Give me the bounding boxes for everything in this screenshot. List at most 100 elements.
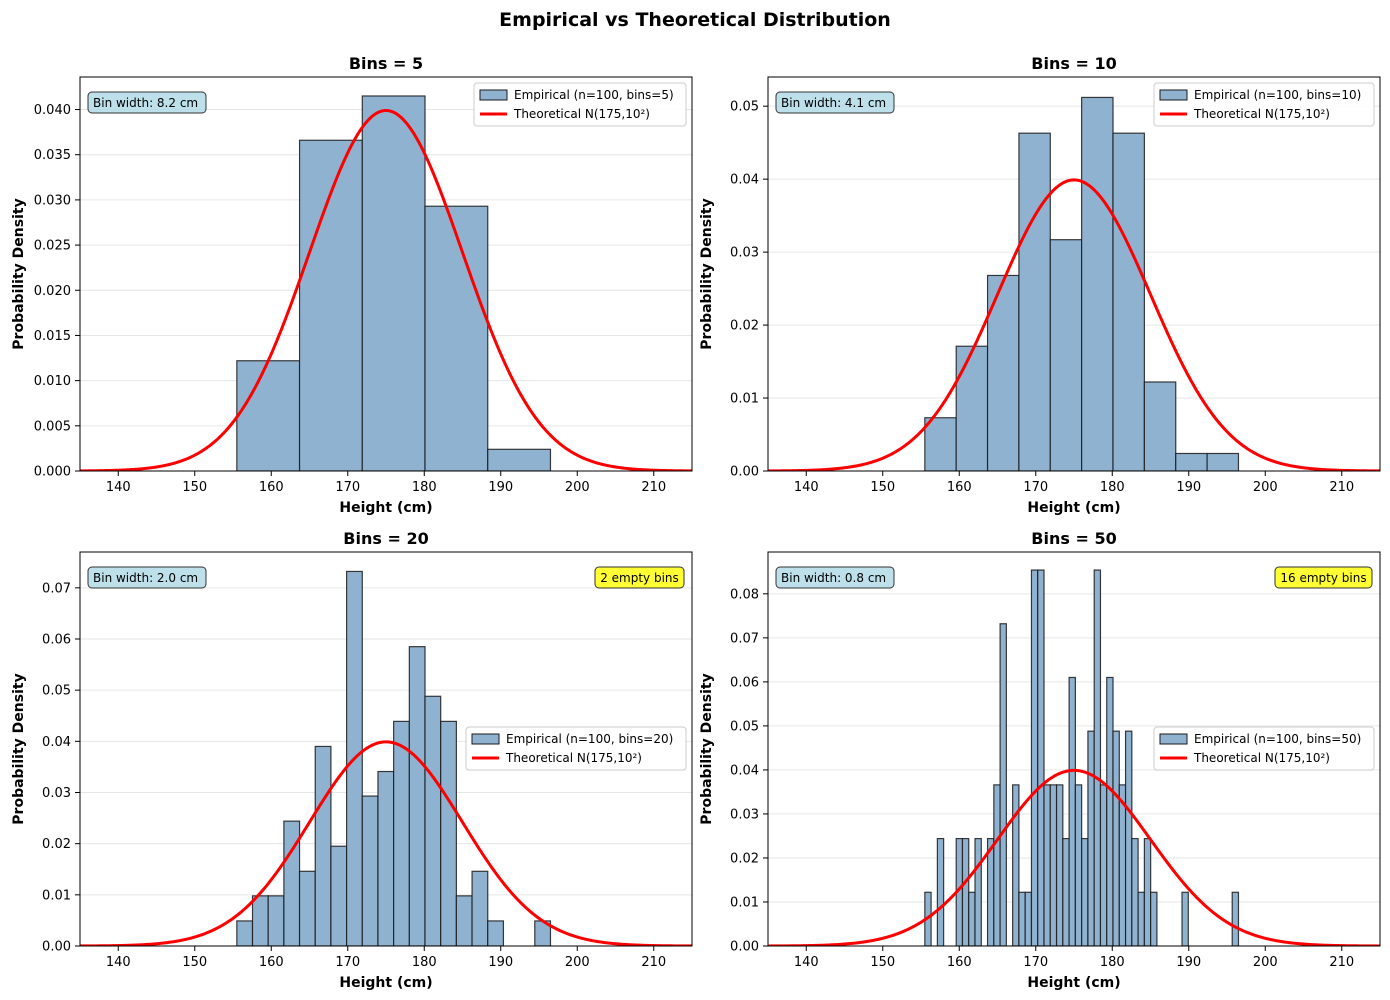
x-tick-label: 190 bbox=[1176, 955, 1201, 970]
subplot-title: Bins = 10 bbox=[1031, 54, 1116, 73]
x-tick-label: 140 bbox=[106, 955, 131, 970]
figure-title: Empirical vs Theoretical Distribution bbox=[499, 9, 891, 31]
histogram-bar bbox=[955, 345, 989, 471]
histogram-bar bbox=[487, 920, 505, 946]
histogram-bar bbox=[1112, 132, 1145, 471]
x-tick-label: 160 bbox=[947, 480, 972, 495]
x-tick-label: 170 bbox=[1023, 955, 1048, 970]
x-tick-label: 180 bbox=[1100, 480, 1125, 495]
x-tick-label: 180 bbox=[412, 955, 437, 970]
x-tick-label: 180 bbox=[412, 480, 437, 495]
x-tick-label: 200 bbox=[565, 955, 590, 970]
histogram-bar bbox=[361, 795, 379, 946]
x-tick-label: 140 bbox=[794, 955, 819, 970]
y-tick-label: 0.05 bbox=[730, 100, 759, 115]
x-tick-label: 190 bbox=[488, 480, 513, 495]
histogram-bar bbox=[408, 646, 426, 946]
bin-width-label: Bin width: 2.0 cm bbox=[93, 571, 198, 585]
y-tick-label: 0.040 bbox=[34, 103, 71, 118]
subplot-2: 140 150 160 170 180 190 200 210 0.00 0.01 0.02 0.03… bbox=[699, 54, 1381, 516]
histogram-bar bbox=[1024, 891, 1033, 946]
x-tick-label: 200 bbox=[1253, 955, 1278, 970]
x-tick-label: 170 bbox=[335, 955, 360, 970]
legend-curve-label: Theoretical N(175,10²) bbox=[1193, 107, 1330, 121]
histogram-bar bbox=[1124, 730, 1133, 946]
y-tick-label: 0.01 bbox=[730, 392, 759, 407]
legend-histogram-label: Empirical (n=100, bins=10) bbox=[1194, 88, 1361, 102]
histogram-bar bbox=[424, 695, 442, 946]
histogram-bar bbox=[314, 745, 332, 946]
histogram-bar bbox=[1231, 891, 1240, 946]
histogram-bar bbox=[1087, 730, 1095, 946]
y-axis-label: Probability Density bbox=[11, 198, 27, 349]
histogram-bar bbox=[1068, 676, 1076, 946]
y-tick-label: 0.035 bbox=[34, 148, 71, 163]
empty-bins-box bbox=[1274, 566, 1373, 589]
legend-histogram-swatch bbox=[1159, 89, 1188, 101]
x-tick-label: 150 bbox=[182, 480, 207, 495]
legend: Empirical (n=100, bins=50) Theoretical N(… bbox=[1153, 726, 1375, 771]
y-tick-label: 0.05 bbox=[42, 684, 71, 699]
subplot-4: 140 150 160 170 180 190 200 210 0.00 0.01 0.02 0.03… bbox=[699, 529, 1381, 991]
legend-frame bbox=[1153, 82, 1375, 127]
legend-histogram-label: Empirical (n=100, bins=20) bbox=[506, 732, 673, 746]
legend-histogram-label: Empirical (n=100, bins=50) bbox=[1194, 732, 1361, 746]
y-tick-label: 0.07 bbox=[730, 631, 759, 646]
histogram-bar bbox=[1150, 891, 1158, 946]
histogram-bar bbox=[1049, 239, 1083, 471]
histogram-bar bbox=[986, 837, 995, 946]
bin-width-label: Bin width: 4.1 cm bbox=[781, 96, 886, 110]
histogram-bar bbox=[1131, 837, 1139, 946]
histogram-bar bbox=[974, 837, 982, 946]
histogram-bar bbox=[1074, 784, 1083, 946]
y-tick-label: 0.07 bbox=[42, 581, 71, 596]
histogram-bar bbox=[1118, 784, 1127, 946]
histogram-bar bbox=[1055, 784, 1064, 946]
y-tick-label: 0.01 bbox=[730, 895, 759, 910]
legend: Empirical (n=100, bins=20) Theoretical N(… bbox=[465, 726, 687, 771]
legend-histogram-swatch bbox=[479, 89, 508, 101]
bin-width-box bbox=[775, 91, 895, 114]
y-tick-label: 0.06 bbox=[42, 632, 71, 647]
bin-width-box bbox=[87, 566, 207, 589]
x-tick-label: 190 bbox=[1176, 480, 1201, 495]
y-tick-label: 0.025 bbox=[34, 239, 71, 254]
y-tick-label: 0.02 bbox=[730, 851, 759, 866]
histogram-bar bbox=[1049, 784, 1058, 946]
x-tick-label: 210 bbox=[641, 955, 666, 970]
y-tick-label: 0.02 bbox=[730, 319, 759, 334]
histogram-bar bbox=[1143, 381, 1177, 471]
histogram-bar bbox=[993, 784, 1001, 946]
legend-histogram-label: Empirical (n=100, bins=5) bbox=[514, 88, 674, 102]
x-tick-label: 160 bbox=[947, 955, 972, 970]
subplot-title: Bins = 20 bbox=[343, 529, 428, 548]
subplot-grid: 140 150 160 170 180 190 200 210 0.000 0.005 0.010 0… bbox=[11, 54, 1381, 991]
y-tick-label: 0.005 bbox=[34, 419, 71, 434]
x-tick-label: 210 bbox=[641, 480, 666, 495]
legend-curve-label: Theoretical N(175,10²) bbox=[513, 107, 650, 121]
x-tick-label: 160 bbox=[259, 955, 284, 970]
legend: Empirical (n=100, bins=10) Theoretical N(… bbox=[1153, 82, 1375, 127]
x-tick-label: 190 bbox=[488, 955, 513, 970]
legend-frame bbox=[465, 726, 687, 771]
x-tick-label: 150 bbox=[870, 480, 895, 495]
x-tick-label: 160 bbox=[259, 480, 284, 495]
x-axis-label: Height (cm) bbox=[1027, 500, 1120, 516]
histogram-bar bbox=[961, 837, 970, 946]
histogram-bar bbox=[1106, 676, 1114, 946]
x-tick-label: 170 bbox=[335, 480, 360, 495]
x-axis-label: Height (cm) bbox=[1027, 975, 1120, 991]
legend: Empirical (n=100, bins=5) Theoretical N(1… bbox=[473, 82, 687, 127]
subplot-title: Bins = 50 bbox=[1031, 529, 1116, 548]
histogram-bar bbox=[251, 895, 269, 946]
x-tick-label: 140 bbox=[106, 480, 131, 495]
histogram-bar bbox=[236, 920, 254, 946]
histogram-bar bbox=[1081, 837, 1089, 946]
y-tick-label: 0.04 bbox=[42, 735, 71, 750]
y-tick-label: 0.02 bbox=[42, 837, 71, 852]
histogram-bars bbox=[236, 95, 552, 471]
y-tick-label: 0.05 bbox=[730, 719, 759, 734]
histogram-bar bbox=[455, 895, 473, 946]
theoretical-curve bbox=[80, 108, 692, 471]
histogram-bar bbox=[1112, 730, 1120, 946]
